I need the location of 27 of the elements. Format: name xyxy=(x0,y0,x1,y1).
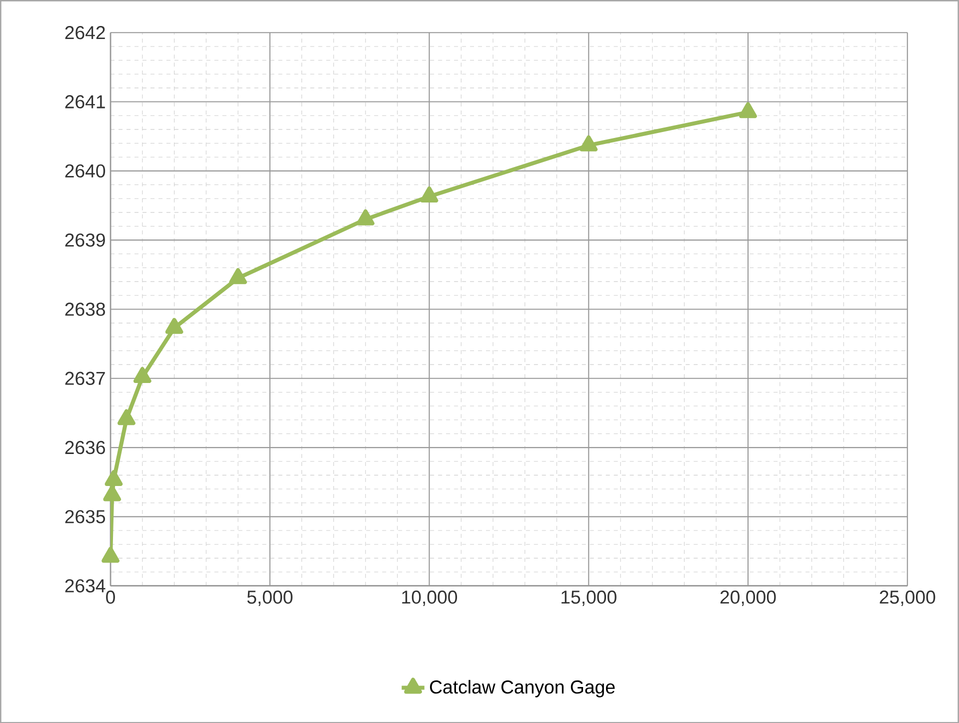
x-tick-label: 20,000 xyxy=(720,590,776,606)
y-tick-label: 2635 xyxy=(65,510,106,524)
point xyxy=(118,409,136,426)
y-tick-label: 2641 xyxy=(65,95,105,108)
y-tick-label: 2634 xyxy=(65,579,106,592)
point xyxy=(356,209,374,226)
y-tick-label: 2639 xyxy=(65,233,105,247)
point xyxy=(229,268,247,284)
legend-label: Catclaw Canyon Gage xyxy=(430,680,615,698)
x-tick-label: 10,000 xyxy=(402,590,458,606)
x-tick-label: 0 xyxy=(106,590,115,604)
point xyxy=(133,366,152,383)
x-tick-label: 5,000 xyxy=(247,590,292,606)
point xyxy=(165,318,184,334)
y-tick-label: 2636 xyxy=(65,440,105,454)
y-tick-label: 2637 xyxy=(65,372,105,385)
y-tick-label: 2640 xyxy=(65,164,106,178)
x-tick-label: 15,000 xyxy=(562,590,616,606)
point xyxy=(104,470,123,486)
point xyxy=(739,102,757,118)
point xyxy=(102,546,120,563)
y-tick-label: 2642 xyxy=(65,26,105,40)
x-tick-label: 25,000 xyxy=(880,590,936,606)
point xyxy=(420,186,438,202)
point xyxy=(580,135,598,152)
y-tick-label: 2638 xyxy=(65,302,106,316)
point xyxy=(103,485,122,502)
